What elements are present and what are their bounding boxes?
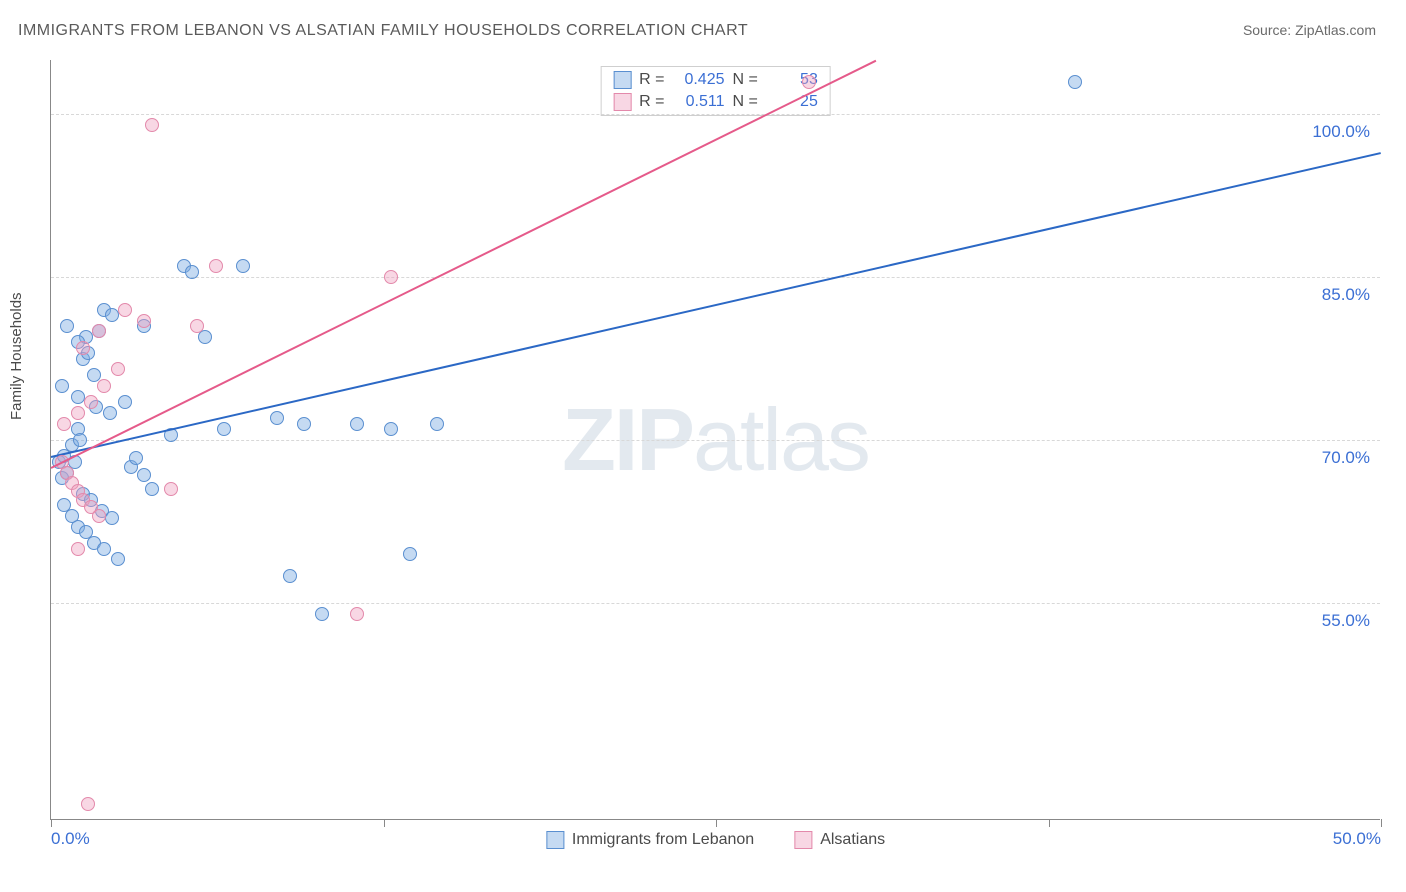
- series-swatch: [613, 93, 631, 111]
- x-tick-label: 0.0%: [51, 829, 90, 849]
- scatter-point: [111, 362, 125, 376]
- stat-label-r: R =: [639, 71, 664, 89]
- scatter-point: [55, 379, 69, 393]
- scatter-point: [84, 395, 98, 409]
- gridline: [51, 440, 1380, 441]
- trend-line: [51, 152, 1381, 458]
- legend-item: Immigrants from Lebanon: [546, 831, 754, 849]
- x-tick: [1381, 819, 1382, 827]
- scatter-point: [57, 417, 71, 431]
- scatter-point: [145, 482, 159, 496]
- chart-title: IMMIGRANTS FROM LEBANON VS ALSATIAN FAMI…: [18, 22, 748, 40]
- scatter-point: [105, 511, 119, 525]
- gridline: [51, 114, 1380, 115]
- scatter-point: [403, 547, 417, 561]
- scatter-point: [60, 319, 74, 333]
- scatter-point: [118, 303, 132, 317]
- stat-label-n: N =: [733, 93, 758, 111]
- series-swatch: [794, 831, 812, 849]
- scatter-point: [111, 552, 125, 566]
- stats-row: R = 0.425 N = 53: [601, 69, 830, 91]
- series-swatch: [546, 831, 564, 849]
- scatter-point: [384, 422, 398, 436]
- scatter-point: [97, 379, 111, 393]
- scatter-point: [209, 259, 223, 273]
- scatter-point: [73, 433, 87, 447]
- scatter-point: [217, 422, 231, 436]
- chart-plot-area: ZIPatlas R = 0.425 N = 53 R = 0.511 N = …: [50, 60, 1380, 820]
- legend-label: Immigrants from Lebanon: [572, 831, 754, 849]
- scatter-point: [315, 607, 329, 621]
- scatter-point: [350, 417, 364, 431]
- scatter-point: [1068, 75, 1082, 89]
- stat-label-n: N =: [733, 71, 758, 89]
- scatter-point: [350, 607, 364, 621]
- watermark-text-a: ZIP: [562, 390, 693, 489]
- scatter-point: [384, 270, 398, 284]
- series-swatch: [613, 71, 631, 89]
- scatter-point: [283, 569, 297, 583]
- scatter-point: [81, 797, 95, 811]
- y-tick-label: 70.0%: [1322, 448, 1370, 468]
- y-tick-label: 55.0%: [1322, 611, 1370, 631]
- scatter-point: [71, 390, 85, 404]
- scatter-point: [97, 542, 111, 556]
- scatter-point: [802, 75, 816, 89]
- x-tick-label: 50.0%: [1333, 829, 1381, 849]
- scatter-point: [103, 406, 117, 420]
- scatter-point: [236, 259, 250, 273]
- scatter-point: [190, 319, 204, 333]
- trend-line: [51, 60, 876, 469]
- scatter-point: [297, 417, 311, 431]
- scatter-point: [76, 341, 90, 355]
- stat-value-r: 0.425: [673, 71, 725, 89]
- scatter-point: [92, 509, 106, 523]
- stat-label-r: R =: [639, 93, 664, 111]
- x-tick: [716, 819, 717, 827]
- scatter-point: [92, 324, 106, 338]
- x-tick: [51, 819, 52, 827]
- y-tick-label: 85.0%: [1322, 285, 1370, 305]
- y-axis-label: Family Households: [8, 292, 25, 420]
- scatter-point: [185, 265, 199, 279]
- scatter-point: [105, 308, 119, 322]
- stats-row: R = 0.511 N = 25: [601, 91, 830, 113]
- source-attribution: Source: ZipAtlas.com: [1243, 22, 1376, 38]
- gridline: [51, 603, 1380, 604]
- scatter-point: [71, 542, 85, 556]
- scatter-point: [129, 451, 143, 465]
- stat-value-r: 0.511: [673, 93, 725, 111]
- scatter-point: [71, 406, 85, 420]
- scatter-point: [270, 411, 284, 425]
- scatter-point: [430, 417, 444, 431]
- stats-legend-box: R = 0.425 N = 53 R = 0.511 N = 25: [600, 66, 831, 116]
- scatter-point: [137, 314, 151, 328]
- x-tick: [1049, 819, 1050, 827]
- scatter-point: [137, 468, 151, 482]
- scatter-point: [118, 395, 132, 409]
- scatter-point: [164, 482, 178, 496]
- legend-item: Alsatians: [794, 831, 885, 849]
- gridline: [51, 277, 1380, 278]
- scatter-point: [145, 118, 159, 132]
- legend-label: Alsatians: [820, 831, 885, 849]
- x-tick: [384, 819, 385, 827]
- watermark-text-b: atlas: [693, 390, 869, 489]
- y-tick-label: 100.0%: [1312, 122, 1370, 142]
- bottom-legend: Immigrants from Lebanon Alsatians: [546, 831, 885, 849]
